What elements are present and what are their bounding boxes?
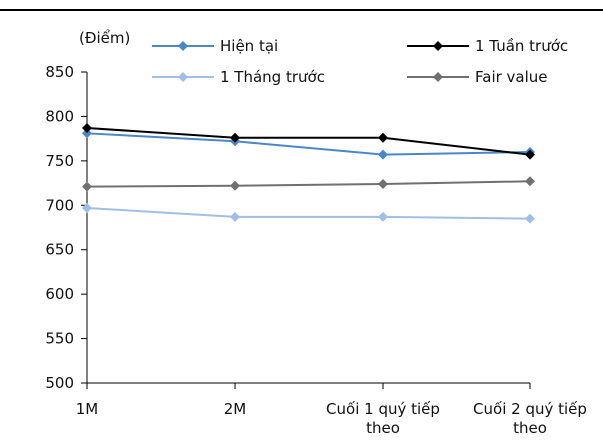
- y-tick-label: 850: [45, 63, 74, 81]
- data-point-marker: [82, 202, 92, 213]
- data-point-marker: [378, 149, 388, 160]
- series-line: [86, 206, 531, 220]
- data-point-marker: [82, 181, 92, 192]
- y-tick-label: 600: [45, 285, 74, 303]
- y-tick-label: 750: [45, 152, 74, 170]
- legend-label: 1 Tuần trước: [475, 37, 568, 55]
- series-group: [82, 122, 535, 224]
- data-point-marker: [82, 128, 92, 139]
- data-point-marker: [230, 132, 240, 143]
- y-axis-title: (Điểm): [79, 29, 130, 47]
- data-point-marker: [525, 213, 535, 224]
- data-point-marker: [378, 178, 388, 189]
- legend-marker: [433, 72, 443, 82]
- x-category-label: theo: [366, 419, 400, 437]
- data-point-marker: [525, 149, 535, 160]
- legend-label: Hiện tại: [220, 37, 278, 55]
- y-tick-label: 550: [45, 330, 74, 348]
- data-point-marker: [378, 211, 388, 222]
- data-point-marker: [82, 122, 92, 133]
- data-point-marker: [230, 211, 240, 222]
- legend-label: 1 Tháng trước: [220, 68, 325, 86]
- x-category-label: Cuối 2 quý tiếp: [473, 400, 587, 418]
- data-point-marker: [230, 180, 240, 191]
- legend: Hiện tại 1 Tuần trước 1 Tháng trước Fair va…: [152, 37, 568, 86]
- y-tick-label: 650: [45, 241, 74, 259]
- series-line: [86, 126, 531, 156]
- x-category-label: theo: [513, 419, 547, 437]
- x-category-label: Cuối 1 quý tiếp: [326, 400, 440, 418]
- legend-marker: [178, 72, 188, 82]
- series-line: [86, 180, 531, 188]
- legend-marker: [433, 41, 443, 51]
- y-tick-label: 700: [45, 196, 74, 214]
- series-line: [86, 132, 531, 156]
- x-category-label: 2M: [224, 400, 247, 418]
- legend-marker: [178, 41, 188, 51]
- y-tick-label: 800: [45, 107, 74, 125]
- data-point-marker: [525, 176, 535, 187]
- legend-label: Fair value: [475, 68, 548, 86]
- x-category-label: 1M: [76, 400, 99, 418]
- y-ticks: 500 550 600 650 700 750 800 850: [45, 63, 87, 392]
- data-point-marker: [378, 132, 388, 143]
- y-tick-label: 500: [45, 374, 74, 392]
